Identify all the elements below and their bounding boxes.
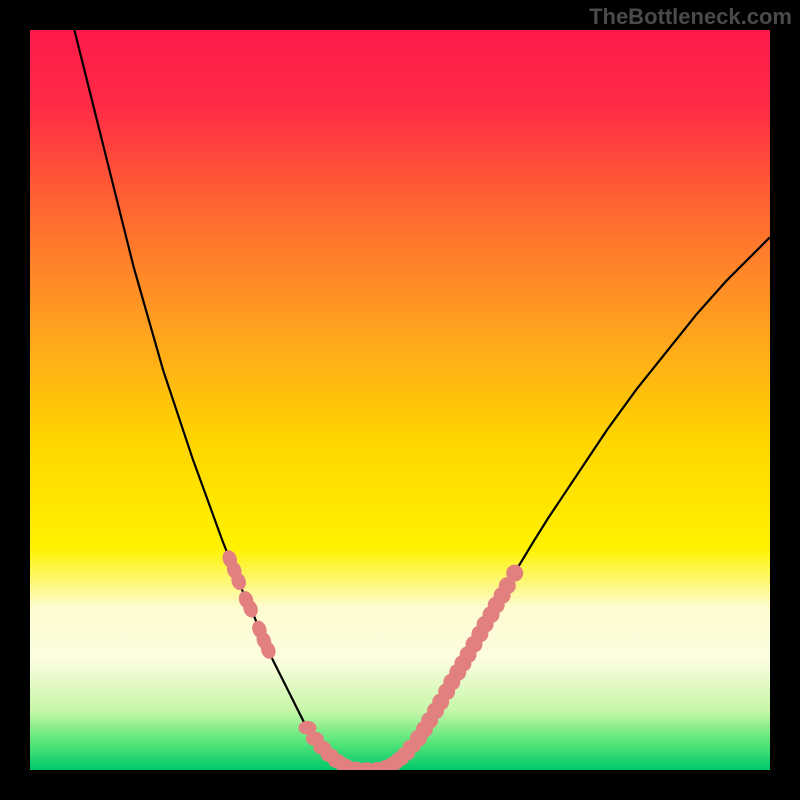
bottleneck-chart <box>0 0 800 800</box>
watermark-text: TheBottleneck.com <box>589 4 792 30</box>
chart-container: { "watermark": { "text": "TheBottleneck.… <box>0 0 800 800</box>
data-marker <box>506 565 523 582</box>
gradient-background <box>30 30 770 770</box>
plot-area <box>30 30 770 776</box>
